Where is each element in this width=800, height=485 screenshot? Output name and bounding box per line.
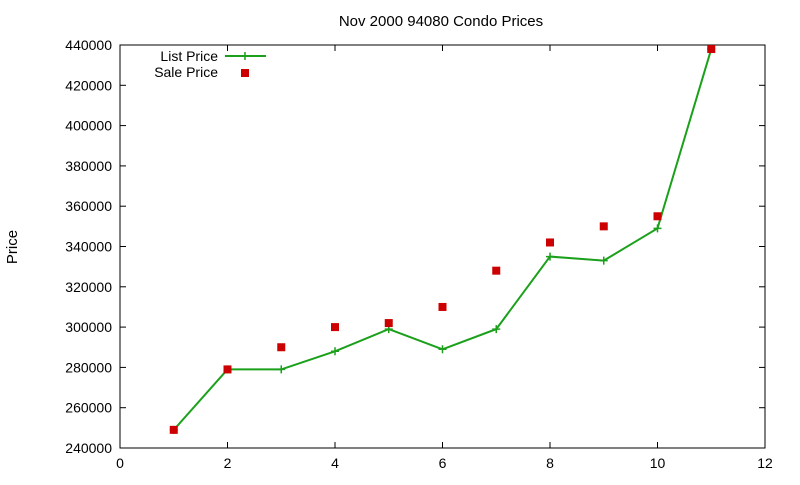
y-tick-label: 300000 xyxy=(65,319,112,335)
legend-marker xyxy=(241,69,249,77)
y-tick-label: 400000 xyxy=(65,118,112,134)
y-tick-label: 240000 xyxy=(65,440,112,456)
data-point xyxy=(546,252,554,261)
data-point xyxy=(546,238,554,247)
data-point xyxy=(707,45,716,54)
y-tick-label: 420000 xyxy=(65,77,112,93)
y-tick-label: 440000 xyxy=(65,37,112,53)
y-tick-label: 380000 xyxy=(65,158,112,174)
y-tick-label: 340000 xyxy=(65,239,112,255)
data-point xyxy=(653,212,662,221)
data-point xyxy=(384,319,393,328)
data-point xyxy=(599,256,608,265)
data-point xyxy=(277,343,286,352)
y-tick-label: 360000 xyxy=(65,198,112,214)
data-point xyxy=(169,425,178,434)
y-tick-label: 280000 xyxy=(65,359,112,375)
x-tick-label: 2 xyxy=(224,455,232,471)
data-point xyxy=(331,347,339,356)
data-point xyxy=(492,325,501,334)
axes: 0 2 4 6 8 10 12 240000 260000 280000 300000 320000 3… xyxy=(65,37,773,471)
data-point xyxy=(277,365,286,374)
data-point xyxy=(492,266,501,275)
series-layer xyxy=(169,45,716,434)
data-point xyxy=(331,323,339,332)
data-point xyxy=(599,222,608,231)
y-tick-label: 320000 xyxy=(65,279,112,295)
data-point xyxy=(653,224,662,233)
plot-frame xyxy=(119,44,766,449)
x-tick-label: 6 xyxy=(439,455,447,471)
x-tick-label: 0 xyxy=(116,455,124,471)
series-line xyxy=(173,48,713,431)
legend-marker xyxy=(241,52,249,60)
data-point xyxy=(223,365,232,374)
x-tick-label: 10 xyxy=(650,455,666,471)
x-tick-label: 8 xyxy=(546,455,554,471)
data-point xyxy=(438,302,447,311)
legend-label: Sale Price xyxy=(154,64,218,80)
chart-title: Nov 2000 94080 Condo Prices xyxy=(339,13,543,30)
x-tick-label: 4 xyxy=(331,455,339,471)
series-2 xyxy=(169,45,716,434)
y-tick-label: 260000 xyxy=(65,400,112,416)
y-axis-label: Price xyxy=(4,230,21,264)
legend-label: List Price xyxy=(160,48,218,64)
x-tick-label: 12 xyxy=(757,455,773,471)
series-1 xyxy=(169,45,716,434)
data-point xyxy=(438,345,447,354)
